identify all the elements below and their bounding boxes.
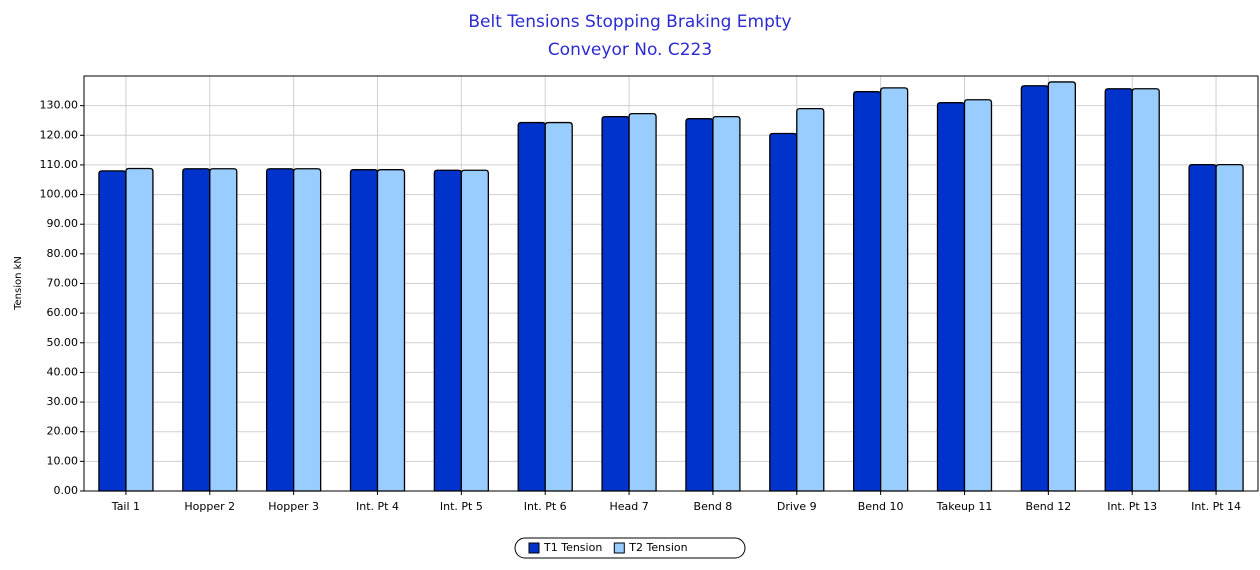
bar bbox=[292, 168, 322, 492]
bar bbox=[963, 99, 993, 492]
bar bbox=[1104, 88, 1133, 492]
bar bbox=[1215, 163, 1244, 492]
x-tick-label: Tail 1 bbox=[111, 500, 140, 513]
x-tick-label: Hopper 2 bbox=[184, 500, 235, 513]
bar bbox=[98, 170, 127, 492]
bar bbox=[1131, 88, 1160, 492]
chart-title: Belt Tensions Stopping Braking Empty bbox=[468, 12, 791, 32]
bar bbox=[879, 87, 909, 492]
bar bbox=[1047, 81, 1077, 492]
y-tick-label: 60.00 bbox=[47, 306, 79, 319]
x-tick-label: Int. Pt 13 bbox=[1107, 500, 1157, 513]
bar bbox=[685, 118, 714, 492]
bar bbox=[544, 121, 573, 492]
x-tick-label: Drive 9 bbox=[777, 500, 817, 513]
y-tick-label: 100.00 bbox=[40, 188, 79, 201]
y-tick-label: 10.00 bbox=[47, 454, 79, 467]
legend-swatch bbox=[528, 542, 540, 554]
bar bbox=[376, 169, 406, 492]
plot-frame bbox=[83, 75, 1259, 492]
bar bbox=[182, 168, 211, 492]
bar bbox=[796, 107, 825, 492]
y-tick-label: 130.00 bbox=[40, 99, 79, 112]
legend-label: T2 Tension bbox=[628, 541, 687, 554]
bar bbox=[265, 168, 295, 492]
y-tick-label: 20.00 bbox=[47, 425, 79, 438]
bar bbox=[601, 115, 630, 492]
y-tick-label: 110.00 bbox=[40, 158, 79, 171]
bar bbox=[852, 91, 882, 492]
x-tick-label: Takeup 11 bbox=[936, 500, 993, 513]
bar bbox=[433, 169, 463, 492]
y-tick-label: 50.00 bbox=[47, 336, 79, 349]
bar bbox=[1020, 85, 1050, 492]
bar bbox=[769, 132, 798, 492]
legend-box bbox=[514, 537, 746, 559]
chart-subtitle: Conveyor No. C223 bbox=[548, 40, 712, 60]
x-tick-label: Int. Pt 14 bbox=[1191, 500, 1241, 513]
y-tick-label: 30.00 bbox=[47, 395, 79, 408]
bar bbox=[1188, 163, 1217, 492]
x-tick-label: Int. Pt 5 bbox=[440, 500, 483, 513]
y-tick-label: 80.00 bbox=[47, 247, 79, 260]
bar bbox=[125, 167, 154, 492]
x-tick-label: Hopper 3 bbox=[268, 500, 319, 513]
x-tick-label: Head 7 bbox=[609, 500, 648, 513]
bar bbox=[628, 112, 657, 492]
y-tick-label: 90.00 bbox=[47, 217, 79, 230]
y-axis-label: Tension kN bbox=[13, 256, 24, 311]
legend-swatch bbox=[613, 542, 625, 554]
y-tick-label: 70.00 bbox=[47, 277, 79, 290]
bar bbox=[517, 121, 546, 492]
y-tick-label: 120.00 bbox=[40, 128, 79, 141]
legend-label: T1 Tension bbox=[543, 541, 602, 554]
bar bbox=[209, 168, 238, 492]
x-tick-label: Bend 10 bbox=[858, 500, 904, 513]
bar bbox=[349, 169, 379, 492]
x-tick-label: Int. Pt 4 bbox=[356, 500, 399, 513]
bar bbox=[936, 102, 966, 492]
x-tick-label: Int. Pt 6 bbox=[524, 500, 567, 513]
y-tick-label: 0.00 bbox=[54, 484, 79, 497]
bar bbox=[460, 169, 490, 492]
bar bbox=[712, 115, 741, 492]
x-tick-label: Bend 8 bbox=[694, 500, 733, 513]
y-tick-label: 40.00 bbox=[47, 365, 79, 378]
x-tick-label: Bend 12 bbox=[1025, 500, 1071, 513]
